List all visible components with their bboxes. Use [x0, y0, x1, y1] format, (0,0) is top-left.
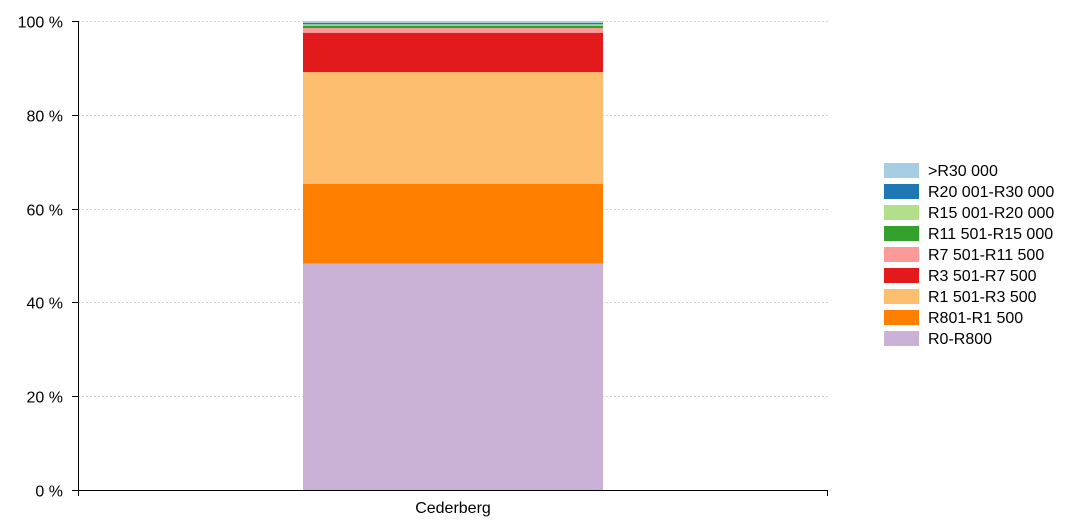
legend-label-r7-501-r11-500: R7 501-R11 500	[928, 247, 1044, 264]
y-tick-label: 20 %	[27, 390, 63, 407]
bar-segment-r30-000	[303, 21, 603, 23]
axes: Cederberg 0 % 20 % 40 % 60 % 80 % 100 %	[18, 15, 828, 517]
legend-label-r0-r800: R0-R800	[928, 331, 992, 348]
y-tick-label: 0 %	[35, 484, 63, 501]
legend-swatch-r3-501-r7-500	[884, 268, 919, 283]
bar-segment-r3-501-r7-500	[303, 32, 603, 73]
legend-swatch-r7-501-r11-500	[884, 247, 919, 262]
bar-segment-r7-501-r11-500	[303, 28, 603, 33]
bar-segment-r801-r1-500	[303, 183, 603, 264]
legend: >R30 000 R20 001-R30 000 R15 001-R20 000 R1…	[884, 163, 1054, 348]
legend-label-r11-501-r15-000: R11 501-R15 000	[928, 226, 1053, 243]
legend-label-r3-501-r7-500: R3 501-R7 500	[928, 268, 1037, 285]
bar-segment-r11-501-r15-000	[303, 25, 603, 29]
y-tick-label: 40 %	[27, 296, 63, 313]
y-tick-label: 60 %	[27, 203, 63, 220]
legend-swatch-r801-r1-500	[884, 310, 919, 325]
legend-swatch-r30-000	[884, 163, 919, 178]
bar-segment-r0-r800	[303, 263, 603, 490]
legend-label-r20-001-r30-000: R20 001-R30 000	[928, 184, 1054, 201]
legend-swatch-r1-501-r3-500	[884, 289, 919, 304]
bar-segment-r15-001-r20-000	[303, 24, 603, 26]
legend-swatch-r20-001-r30-000	[884, 184, 919, 199]
y-tick-label: 80 %	[27, 109, 63, 126]
grid	[78, 21, 828, 397]
legend-label-r30-000: >R30 000	[928, 163, 998, 180]
bar-segment-r20-001-r30-000	[303, 22, 603, 25]
legend-label-r15-001-r20-000: R15 001-R20 000	[928, 205, 1054, 222]
legend-swatch-r0-r800	[884, 331, 919, 346]
legend-swatch-r15-001-r20-000	[884, 205, 919, 220]
legend-label-r1-501-r3-500: R1 501-R3 500	[928, 289, 1037, 306]
bar-segment-r1-501-r3-500	[303, 72, 603, 184]
legend-label-r801-r1-500: R801-R1 500	[928, 310, 1023, 327]
bars	[303, 21, 603, 490]
legend-swatch-r11-501-r15-000	[884, 226, 919, 241]
x-tick-label: Cederberg	[415, 500, 491, 517]
y-tick-label: 100 %	[18, 15, 63, 32]
